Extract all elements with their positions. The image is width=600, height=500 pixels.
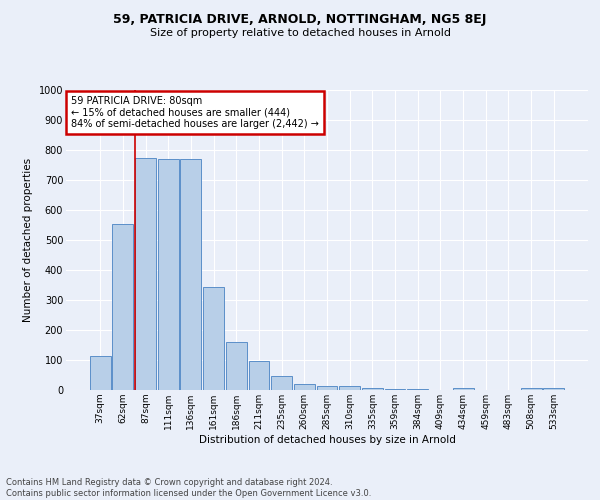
Bar <box>112 224 133 390</box>
Bar <box>226 342 247 390</box>
Bar <box>90 356 110 390</box>
Bar <box>271 376 292 390</box>
Text: Contains HM Land Registry data © Crown copyright and database right 2024.
Contai: Contains HM Land Registry data © Crown c… <box>6 478 371 498</box>
Text: 59 PATRICIA DRIVE: 80sqm
← 15% of detached houses are smaller (444)
84% of semi-: 59 PATRICIA DRIVE: 80sqm ← 15% of detach… <box>71 96 319 129</box>
Bar <box>339 386 360 390</box>
Bar <box>181 159 202 390</box>
Bar <box>452 388 473 390</box>
Text: Size of property relative to detached houses in Arnold: Size of property relative to detached ho… <box>149 28 451 38</box>
Bar <box>385 389 406 390</box>
Text: 59, PATRICIA DRIVE, ARNOLD, NOTTINGHAM, NG5 8EJ: 59, PATRICIA DRIVE, ARNOLD, NOTTINGHAM, … <box>113 12 487 26</box>
Bar <box>521 388 542 390</box>
Bar <box>248 361 269 390</box>
Bar <box>135 158 156 390</box>
Bar <box>317 386 337 390</box>
X-axis label: Distribution of detached houses by size in Arnold: Distribution of detached houses by size … <box>199 434 455 444</box>
Bar <box>544 388 564 390</box>
Bar <box>294 384 315 390</box>
Bar <box>362 388 383 390</box>
Bar <box>158 159 179 390</box>
Bar <box>203 286 224 390</box>
Y-axis label: Number of detached properties: Number of detached properties <box>23 158 33 322</box>
